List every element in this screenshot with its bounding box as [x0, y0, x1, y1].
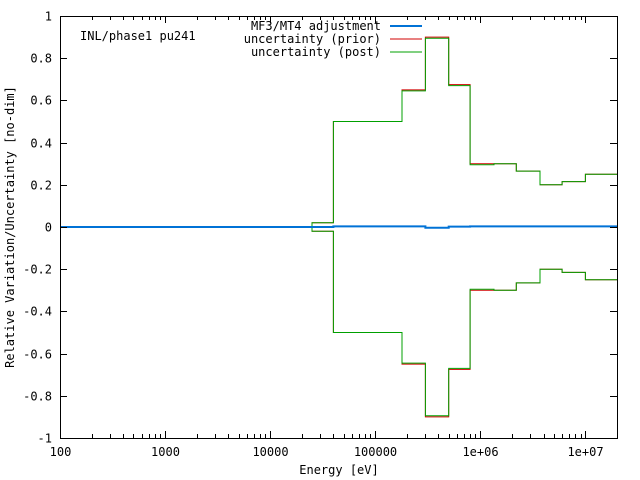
- y-tick-label: 0.6: [30, 94, 52, 108]
- chart-annotation: INL/phase1 pu241: [80, 29, 196, 43]
- x-tick-label: 1e+07: [567, 445, 603, 459]
- y-tick-label: 0.8: [30, 52, 52, 66]
- x-tick-label: 1000: [151, 445, 180, 459]
- y-tick-label: -0.4: [23, 305, 52, 319]
- y-tick-label: -0.8: [23, 390, 52, 404]
- y-tick-label: -0.6: [23, 348, 52, 362]
- y-tick-label: -1: [38, 432, 52, 446]
- y-tick-label: 0.4: [30, 137, 52, 151]
- series-2-lower-line: [60, 226, 617, 417]
- legend-label: uncertainty (prior): [244, 32, 381, 46]
- series-layer: [60, 36, 617, 418]
- legend-label: MF3/MT4 adjustment: [251, 19, 381, 33]
- x-tick-label: 10000: [252, 445, 288, 459]
- x-axis-label: Energy [eV]: [299, 463, 378, 477]
- series-1-upper-line: [60, 36, 617, 228]
- series-2-upper-line: [60, 37, 617, 228]
- x-tick-label: 100: [50, 445, 72, 459]
- y-tick-label: 0.2: [30, 179, 52, 193]
- x-tick-label: 100000: [354, 445, 397, 459]
- y-tick-label: 1: [45, 10, 52, 24]
- y-tick-label: 0: [45, 221, 52, 235]
- series-1-lower-line: [60, 226, 617, 418]
- y-axis-label: Relative Variation/Uncertainty [no-dim]: [3, 86, 17, 368]
- y-tick-label: -0.2: [23, 263, 52, 277]
- series-0-line: [60, 225, 617, 229]
- series-0: [60, 225, 617, 229]
- x-tick-label: 1e+06: [462, 445, 498, 459]
- series-2: [60, 37, 617, 417]
- legend-label: uncertainty (post): [251, 45, 381, 59]
